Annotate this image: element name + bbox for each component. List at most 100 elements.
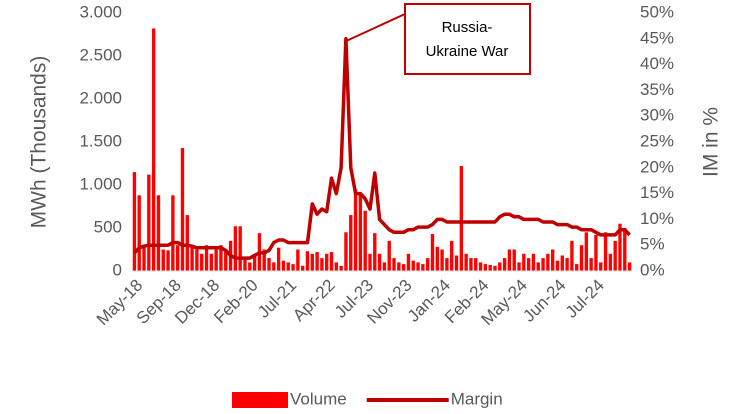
bar xyxy=(281,260,286,271)
bar xyxy=(555,260,560,271)
bar xyxy=(570,240,574,271)
bar xyxy=(248,262,252,271)
bar xyxy=(132,172,137,271)
bar xyxy=(156,195,161,271)
bar xyxy=(344,232,348,271)
bar xyxy=(392,258,396,271)
bar xyxy=(416,262,420,271)
y2-tick-label: 35% xyxy=(640,80,674,99)
y-tick-label: 2.000 xyxy=(79,88,122,107)
bar xyxy=(175,245,180,271)
bar xyxy=(599,262,603,271)
bar xyxy=(224,249,228,271)
bar xyxy=(320,258,324,271)
bar xyxy=(363,210,367,271)
bar xyxy=(459,166,464,271)
bar xyxy=(623,228,627,271)
bar xyxy=(353,189,358,271)
y-tick-label: 2.500 xyxy=(79,45,122,64)
bar xyxy=(411,260,415,271)
bar xyxy=(575,264,579,271)
bar xyxy=(214,249,218,271)
y-axis-label: MWh (Thousands) xyxy=(28,56,51,229)
bar xyxy=(512,249,516,271)
bar xyxy=(474,258,478,271)
bar xyxy=(550,249,555,271)
bar xyxy=(498,262,502,271)
bar xyxy=(440,249,444,271)
bar xyxy=(541,258,545,271)
y-tick-label: 1.500 xyxy=(79,131,122,150)
bar xyxy=(397,262,401,271)
y2-tick-label: 30% xyxy=(640,106,674,125)
bar xyxy=(531,253,536,271)
x-tick-label: Apr-22 xyxy=(289,276,339,326)
bar xyxy=(565,258,569,271)
bar xyxy=(368,253,372,271)
bar xyxy=(377,253,382,271)
annotation-text: Russia- xyxy=(442,19,493,36)
bar xyxy=(209,253,214,271)
annotation-box xyxy=(404,3,531,75)
bar xyxy=(233,226,238,271)
y-tick-label: 500 xyxy=(94,217,122,236)
bar xyxy=(262,249,266,271)
x-tick-label: Feb-20 xyxy=(210,276,262,328)
line xyxy=(133,37,631,260)
bar xyxy=(180,148,185,271)
legend-swatch xyxy=(232,392,288,408)
bar xyxy=(425,258,430,271)
bar xyxy=(483,264,488,271)
bar xyxy=(536,262,540,271)
bar xyxy=(276,247,281,271)
bar xyxy=(522,253,526,271)
y2-tick-label: 45% xyxy=(640,28,674,47)
bar xyxy=(200,253,204,271)
bar xyxy=(526,258,531,271)
bar xyxy=(137,195,141,271)
y2-tick-label: 40% xyxy=(640,54,674,73)
bar xyxy=(238,226,242,271)
y-tick-label: 3.000 xyxy=(79,2,122,21)
legend-label: Volume xyxy=(290,389,347,408)
y2-tick-label: 15% xyxy=(640,183,674,202)
bar xyxy=(151,28,156,272)
bar xyxy=(594,234,598,271)
bar xyxy=(185,215,189,271)
bar xyxy=(589,258,593,271)
bar xyxy=(286,262,290,271)
bar xyxy=(334,262,339,271)
bar xyxy=(147,174,151,271)
bar xyxy=(406,253,411,271)
bar xyxy=(358,193,363,271)
bar xyxy=(315,252,319,271)
annotation-text: Ukraine War xyxy=(426,43,509,60)
bar xyxy=(478,262,483,271)
y-tick-label: 0 xyxy=(113,260,122,279)
bar xyxy=(161,249,165,271)
bar xyxy=(464,253,468,271)
bar xyxy=(454,255,459,271)
bar xyxy=(300,265,305,271)
bar xyxy=(305,251,310,271)
bar xyxy=(450,240,454,271)
bar xyxy=(488,264,492,271)
bar xyxy=(613,240,617,271)
bar xyxy=(618,223,622,271)
bar xyxy=(430,234,435,271)
bar xyxy=(401,264,406,271)
bar xyxy=(627,262,632,271)
y2-tick-label: 10% xyxy=(640,209,674,228)
bar xyxy=(171,195,175,271)
bar xyxy=(493,265,497,271)
annotation-leader xyxy=(343,13,406,43)
bar xyxy=(142,245,146,271)
bar xyxy=(469,258,473,271)
bar xyxy=(579,245,584,271)
y-tick-label: 1.000 xyxy=(79,174,122,193)
bar xyxy=(387,240,391,271)
bar xyxy=(252,253,257,271)
bar xyxy=(219,245,223,271)
bar xyxy=(382,262,387,271)
